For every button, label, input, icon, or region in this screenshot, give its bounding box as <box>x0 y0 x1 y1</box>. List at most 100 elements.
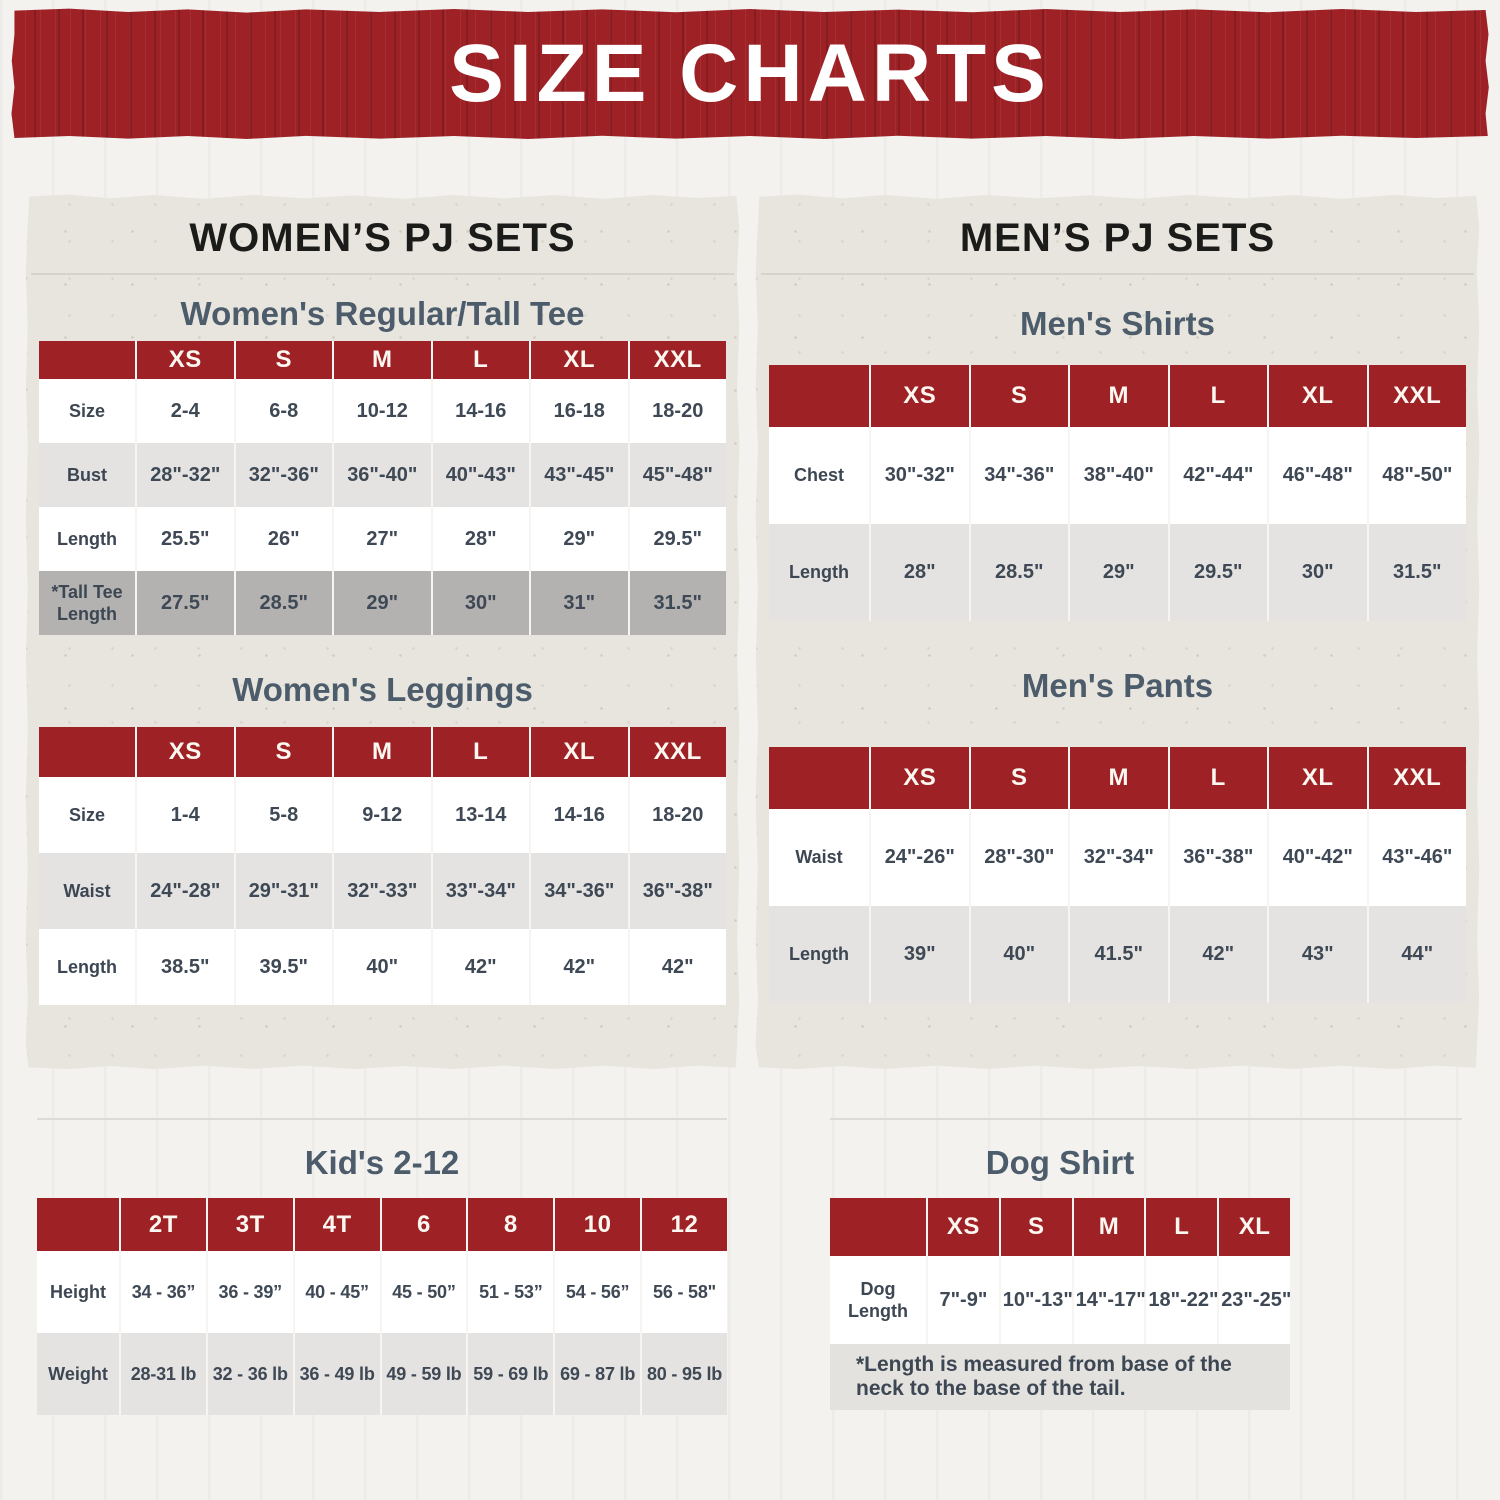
row-label: Length <box>769 524 869 621</box>
womens-panel: WOMEN’S PJ SETS Women's Regular/Tall Tee… <box>25 194 740 1070</box>
header-corner-cell <box>37 1198 119 1251</box>
header-row: XS S M L XL <box>830 1198 1290 1256</box>
value-cell: 36 - 39” <box>205 1251 293 1333</box>
value-cell: 32 - 36 lb <box>205 1333 293 1415</box>
mens-pants-table: XS S M L XL XXL Waist 24"-26" 28"-30" 32"-34" 36"-… <box>756 747 1480 1003</box>
value-cell: 24"-28" <box>135 853 234 929</box>
row-label: Size <box>39 379 135 443</box>
size-column-header: 8 <box>466 1198 554 1251</box>
row-label: Length <box>39 929 135 1005</box>
value-cell: 30" <box>1267 524 1367 621</box>
row-label: Chest <box>769 427 869 524</box>
size-column-header: XL <box>1217 1198 1290 1256</box>
size-charts-page: SIZE CHARTS WOMEN’S PJ SETS Women's Regu… <box>0 8 1500 1500</box>
value-cell: 14-16 <box>529 777 628 853</box>
womens-leggings-table: XS S M L XL XXL Size 1-4 5-8 9-12 13-14 14-16 18-20 W… <box>26 727 740 1005</box>
panels-row: WOMEN’S PJ SETS Women's Regular/Tall Tee… <box>0 140 1500 1070</box>
value-cell: 29.5" <box>627 507 726 571</box>
dog-table: XS S M L XL Dog Length 7"-9" 10"-13" 14"-17" 18"-… <box>830 1198 1291 1344</box>
value-cell: 42"-44" <box>1167 427 1267 524</box>
value-cell: 42" <box>627 929 726 1005</box>
header-row: 2T 3T 4T 6 8 10 12 <box>37 1198 727 1251</box>
kids-table: 2T 3T 4T 6 8 10 12 Height 34 - 36” 36 - 39” 40 - 4… <box>37 1198 727 1415</box>
row-label: Length <box>39 507 135 571</box>
value-cell: 45 - 50” <box>379 1251 467 1333</box>
table-row: Length 28" 28.5" 29" 29.5" 30" 31.5" <box>769 524 1466 621</box>
size-column-header: S <box>233 727 332 777</box>
header-row: XS S M L XL XXL <box>39 341 726 379</box>
value-cell: 29" <box>1068 524 1168 621</box>
table-row: Length 38.5" 39.5" 40" 42" 42" 42" <box>39 929 726 1005</box>
size-column-header: 3T <box>205 1198 293 1251</box>
value-cell: 45"-48" <box>627 443 726 507</box>
kids-section: Kid's 2-12 2T 3T 4T 6 8 10 12 Height 34 - 36” 36 … <box>37 1118 727 1415</box>
kids-table-grid: 2T 3T 4T 6 8 10 12 Height 34 - 36” 36 - 39” 40 - 4… <box>37 1198 727 1415</box>
size-column-header: L <box>1144 1198 1218 1256</box>
value-cell: 43"-45" <box>529 443 628 507</box>
value-cell: 30"-32" <box>869 427 969 524</box>
value-cell: 31.5" <box>627 571 726 635</box>
size-column-header: XS <box>135 727 234 777</box>
mens-shirts-table-grid: XS S M L XL XXL Chest 30"-32" 34"-36" 38"-40" 42"-… <box>769 365 1466 621</box>
value-cell: 39.5" <box>233 929 332 1005</box>
value-cell: 26" <box>233 507 332 571</box>
mens-shirts-table: XS S M L XL XXL Chest 30"-32" 34"-36" 38"-40" 42"-… <box>756 365 1480 621</box>
mens-pants-subtitle: Men's Pants <box>1021 667 1214 704</box>
value-cell: 28.5" <box>968 524 1068 621</box>
womens-tee-table: XS S M L XL XXL Size 2-4 6-8 10-12 14-16 16-18 18-20… <box>26 341 740 635</box>
value-cell: 36"-38" <box>627 853 726 929</box>
value-cell: 16-18 <box>529 379 628 443</box>
page-title: SIZE CHARTS <box>449 28 1051 119</box>
kids-section-divider <box>37 1118 727 1120</box>
table-row: Bust 28"-32" 32"-36" 36"-40" 40"-43" 43"-45" 4… <box>39 443 726 507</box>
value-cell: 31.5" <box>1366 524 1466 621</box>
value-cell: 40" <box>332 929 431 1005</box>
womens-leggings-subtitle: Women's Leggings <box>232 671 533 708</box>
header-row: XS S M L XL XXL <box>769 365 1466 427</box>
value-cell: 43" <box>1267 906 1367 1003</box>
dog-table-grid: XS S M L XL Dog Length 7"-9" 10"-13" 14"-17" 18"-… <box>830 1198 1291 1344</box>
table-row: Waist 24"-26" 28"-30" 32"-34" 36"-38" 40"-42"… <box>769 809 1466 906</box>
value-cell: 28" <box>430 507 529 571</box>
value-cell: 54 - 56” <box>553 1251 641 1333</box>
value-cell: 29" <box>332 571 431 635</box>
size-column-header: XL <box>529 727 628 777</box>
value-cell: 28-31 lb <box>119 1333 206 1415</box>
dog-length-footnote: *Length is measured from base of the nec… <box>830 1344 1290 1410</box>
kids-subtitle: Kid's 2-12 <box>304 1144 460 1181</box>
header-row: XS S M L XL XXL <box>39 727 726 777</box>
table-row: Length 39" 40" 41.5" 42" 43" 44" <box>769 906 1466 1003</box>
size-column-header: M <box>332 341 431 379</box>
row-label: Waist <box>39 853 135 929</box>
table-row: Waist 24"-28" 29"-31" 32"-33" 33"-34" 34"-36"… <box>39 853 726 929</box>
womens-title-divider <box>31 273 734 275</box>
value-cell: 39" <box>869 906 969 1003</box>
value-cell: 41.5" <box>1068 906 1168 1003</box>
size-column-header: M <box>332 727 431 777</box>
table-row: Size 1-4 5-8 9-12 13-14 14-16 18-20 <box>39 777 726 853</box>
value-cell: 34"-36" <box>529 853 628 929</box>
value-cell: 59 - 69 lb <box>466 1333 554 1415</box>
table-row: Height 34 - 36” 36 - 39” 40 - 45” 45 - 50” 51… <box>37 1251 727 1333</box>
size-column-header: 2T <box>119 1198 206 1251</box>
value-cell: 18-20 <box>627 777 726 853</box>
row-label: Bust <box>39 443 135 507</box>
size-column-header: S <box>998 1198 1072 1256</box>
size-column-header: S <box>968 747 1068 809</box>
value-cell: 1-4 <box>135 777 234 853</box>
value-cell: 32"-34" <box>1068 809 1168 906</box>
row-label: Height <box>37 1251 119 1333</box>
value-cell: 38.5" <box>135 929 234 1005</box>
value-cell: 9-12 <box>332 777 431 853</box>
size-column-header: XS <box>926 1198 999 1256</box>
value-cell: 48"-50" <box>1366 427 1466 524</box>
value-cell: 51 - 53” <box>466 1251 554 1333</box>
size-column-header: 6 <box>379 1198 467 1251</box>
value-cell: 36"-38" <box>1167 809 1267 906</box>
value-cell: 14-16 <box>430 379 529 443</box>
value-cell: 5-8 <box>233 777 332 853</box>
value-cell: 28"-32" <box>135 443 234 507</box>
size-column-header: L <box>1167 365 1267 427</box>
value-cell: 40" <box>968 906 1068 1003</box>
value-cell: 28" <box>869 524 969 621</box>
